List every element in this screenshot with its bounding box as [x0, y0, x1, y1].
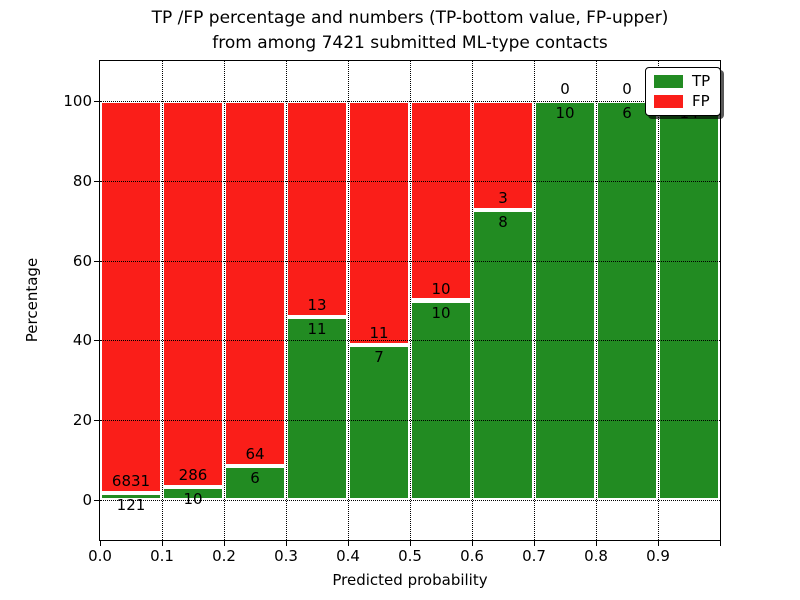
x-axis-tick	[162, 541, 163, 546]
x-tick-label: 0.1	[150, 547, 174, 565]
fp-bar-segment	[224, 100, 286, 466]
chart-title: TP /FP percentage and numbers (TP-bottom…	[20, 6, 800, 56]
x-axis-tick	[720, 541, 721, 546]
y-axis-tick	[94, 340, 99, 342]
x-axis-tick	[348, 541, 349, 546]
chart-title-line2: from among 7421 submitted ML-type contac…	[212, 33, 608, 53]
legend-entry-tp: TP	[654, 74, 710, 89]
fp-bar-segment	[410, 100, 472, 301]
fp-bar-segment	[286, 100, 348, 318]
x-tick-label: 0.2	[212, 547, 236, 565]
y-axis-tick	[94, 100, 99, 102]
tp-count-label: 11	[307, 320, 327, 339]
y-tick-label: 100	[63, 91, 92, 110]
x-tick-label: 0.3	[274, 547, 298, 565]
vertical-gridline	[286, 61, 287, 540]
y-axis-tick	[94, 260, 99, 262]
tp-count-label: 6	[250, 468, 260, 487]
chart-title-line1: TP /FP percentage and numbers (TP-bottom…	[151, 8, 669, 28]
y-tick-label: 20	[72, 411, 92, 430]
legend: TP FP	[645, 67, 722, 116]
tp-count-label: 7	[374, 347, 384, 366]
tp-count-label: 10	[183, 489, 203, 508]
vertical-gridline	[596, 61, 597, 540]
x-tick-label: 0.7	[522, 547, 546, 565]
tp-count-label: 6	[622, 103, 632, 122]
vertical-gridline	[658, 61, 659, 540]
vertical-gridline	[472, 61, 473, 540]
tp-legend-label: TP	[692, 72, 711, 90]
vertical-gridline	[162, 61, 163, 540]
legend-entry-fp: FP	[654, 94, 710, 109]
x-tick-label: 0.8	[584, 547, 608, 565]
fp-count-label: 64	[245, 444, 265, 463]
x-axis-tick	[596, 541, 597, 546]
y-tick-label: 60	[72, 251, 92, 270]
vertical-gridline	[410, 61, 411, 540]
vertical-gridline	[348, 61, 349, 540]
fp-bar-segment	[472, 100, 534, 210]
x-axis-tick	[534, 541, 535, 546]
x-axis-tick	[472, 541, 473, 546]
tp-count-label: 10	[555, 103, 575, 122]
tp-swatch-icon	[654, 75, 683, 88]
x-axis-label: Predicted probability	[332, 571, 488, 589]
fp-count-label: 6831	[111, 472, 151, 491]
tp-count-label: 10	[431, 303, 451, 322]
x-tick-label: 0.5	[398, 547, 422, 565]
fp-count-label: 0	[622, 79, 632, 98]
fp-count-label: 10	[431, 279, 451, 298]
fp-count-label: 11	[369, 323, 389, 342]
tp-bar-segment	[348, 344, 410, 501]
fp-count-label: 3	[498, 188, 508, 207]
x-axis-tick	[658, 541, 659, 546]
fp-count-label: 13	[307, 296, 327, 315]
tp-bar-segment	[534, 100, 596, 501]
x-axis-tick	[410, 541, 411, 546]
plot-area: 683112128610646131111710103801006014	[99, 60, 721, 541]
x-axis-tick	[224, 541, 225, 546]
fp-count-label: 0	[560, 79, 570, 98]
tp-bar-segment	[472, 209, 534, 501]
tp-bar-segment	[100, 493, 162, 501]
tp-bar-segment	[658, 100, 720, 501]
x-axis-tick	[286, 541, 287, 546]
fp-swatch-icon	[654, 95, 683, 108]
x-tick-label: 0.4	[336, 547, 360, 565]
y-axis-tick	[94, 180, 99, 182]
fp-bar-segment	[162, 100, 224, 487]
tp-bar-segment	[224, 465, 286, 501]
tp-bar-segment	[410, 300, 472, 501]
vertical-gridline	[534, 61, 535, 540]
tp-count-label: 8	[498, 212, 508, 231]
y-tick-label: 40	[72, 331, 92, 350]
tp-bar-segment	[286, 317, 348, 501]
fp-count-label: 286	[178, 465, 208, 484]
tp-bar-segment	[162, 486, 224, 501]
fp-bar-segment	[100, 100, 162, 494]
fp-legend-label: FP	[692, 92, 710, 110]
x-tick-label: 0.6	[460, 547, 484, 565]
y-tick-label: 80	[72, 171, 92, 190]
x-tick-label: 0.0	[88, 547, 112, 565]
y-tick-label: 0	[82, 491, 92, 510]
fp-bar-segment	[348, 100, 410, 345]
y-axis-tick	[94, 420, 99, 422]
x-tick-label: 0.9	[646, 547, 670, 565]
tp-count-label: 121	[116, 496, 146, 515]
y-axis-label: Percentage	[23, 257, 41, 343]
y-axis-tick	[94, 500, 99, 502]
vertical-gridline	[224, 61, 225, 540]
tp-bar-segment	[596, 100, 658, 501]
x-axis-tick	[100, 541, 101, 546]
